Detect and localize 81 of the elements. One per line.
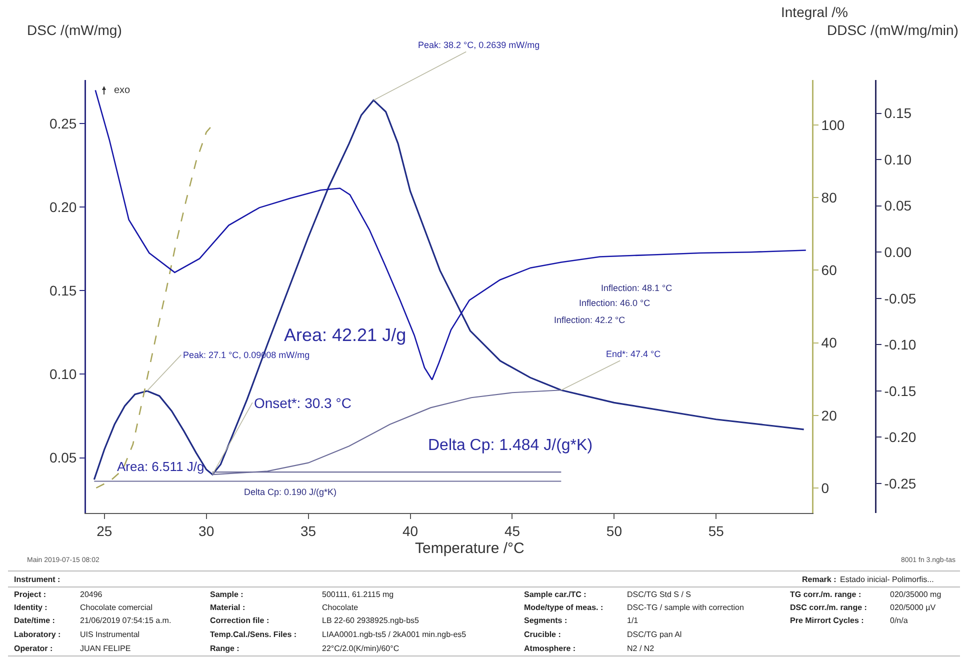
x-tick-label: 35 [300, 522, 316, 539]
y3-tick-label: 0.15 [884, 105, 912, 122]
text: Estado inicial- Polimorfis... [840, 575, 934, 584]
annotation: Delta Cp: 0.190 J/(g*K) [244, 487, 337, 497]
text: Material : [210, 603, 246, 612]
annotation: Inflection: 48.1 °C [601, 283, 673, 293]
text: Correction file : [210, 616, 270, 625]
text: Sample car./TC : [524, 590, 586, 599]
y2-tick-label: 40 [821, 334, 838, 351]
y-tick-label: 0.20 [49, 198, 77, 215]
text: LIAA0001.ngb-ts5 / 2kA001 min.ngb-es5 [322, 630, 467, 639]
x-tick-label: 40 [402, 522, 418, 539]
x-axis-title: Temperature /°C [415, 540, 525, 557]
text: Range : [210, 644, 240, 653]
x-tick-label: 55 [708, 522, 724, 539]
text: 22°C/2.0(K/min)/60°C [322, 644, 400, 653]
text: Remark : [802, 575, 836, 584]
y3-tick-label: -0.20 [884, 429, 916, 446]
text: 500111, 61.2115 mg [322, 590, 394, 599]
text: UIS Instrumental [80, 630, 140, 639]
y2-tick-label: 100 [821, 116, 845, 133]
text: 1/1 [627, 616, 639, 625]
text: JUAN FELIPE [80, 644, 131, 653]
y-tick-label: 0.10 [49, 366, 77, 382]
text: Mode/type of meas. : [524, 603, 604, 612]
annotation: Inflection: 42.2 °C [554, 315, 626, 325]
x-tick-label: 45 [504, 522, 520, 539]
y3-axis-title: DDSC /(mW/mg/min) [827, 22, 958, 38]
text: Project : [14, 590, 46, 599]
y2-tick-label: 0 [821, 480, 830, 496]
y3-tick-label: 0.10 [884, 151, 912, 168]
y3-tick-label: 0.05 [884, 198, 912, 214]
y3-tick-label: -0.10 [884, 336, 916, 353]
x-tick-label: 30 [198, 522, 214, 539]
annotation: Inflection: 46.0 °C [579, 298, 651, 308]
text: N2 / N2 [627, 644, 655, 653]
text: 0/n/a [890, 616, 908, 625]
x-tick-label: 25 [96, 522, 112, 539]
text: Date/time : [14, 616, 55, 625]
text: Segments : [524, 616, 568, 625]
text: 020/35000 mg [890, 590, 942, 599]
y2-axis-title: Integral /% [781, 4, 848, 20]
y3-tick-label: -0.25 [884, 475, 916, 492]
y-axis-title: DSC /(mW/mg) [27, 22, 122, 38]
y2-tick-label: 80 [821, 190, 838, 206]
annotation: Peak: 38.2 °C, 0.2639 mW/mg [418, 40, 540, 50]
y-tick-label: 0.15 [49, 282, 77, 299]
text: 020/5000 µV [890, 603, 936, 612]
text: 21/06/2019 07:54:15 a.m. [80, 616, 172, 625]
annotation: exo [114, 85, 131, 96]
annotation: Area: 42.21 J/g [284, 325, 406, 345]
text: Identity : [14, 603, 48, 612]
annotation: Onset*: 30.3 °C [254, 395, 352, 411]
text: Laboratory : [14, 630, 61, 639]
text: Chocolate comercial [80, 603, 153, 612]
text: DSC-TG / sample with correction [627, 603, 744, 612]
y2-tick-label: 60 [821, 262, 838, 278]
y3-tick-label: 0.00 [884, 244, 912, 260]
text: DSC/TG Std S / S [627, 590, 692, 599]
y3-tick-label: -0.05 [884, 290, 916, 306]
y-tick-label: 0.25 [49, 115, 77, 132]
text: Pre Mirrort Cycles : [790, 616, 864, 625]
text: DSC/TG pan Al [627, 630, 682, 639]
annotation: End*: 47.4 °C [606, 349, 662, 359]
x-tick-label: 50 [606, 522, 622, 539]
text: LB 22-60 2938925.ngb-bs5 [322, 616, 420, 625]
y3-tick-label: -0.15 [884, 382, 916, 399]
annotation: Area: 6.511 J/g [117, 459, 204, 474]
text: 20496 [80, 590, 103, 599]
text: Crucible : [524, 630, 561, 639]
y-tick-label: 0.05 [49, 450, 77, 466]
text: Temp.Cal./Sens. Files : [210, 630, 297, 639]
text: Chocolate [322, 603, 359, 612]
text: Operator : [14, 644, 53, 653]
text: DSC corr./m. range : [790, 603, 867, 612]
text: Instrument : [14, 575, 60, 584]
annotation: Delta Cp: 1.484 J/(g*K) [428, 437, 593, 454]
text: Atmosphere : [524, 644, 576, 653]
text: Sample : [210, 590, 244, 599]
text: TG corr./m. range : [790, 590, 862, 599]
y2-tick-label: 20 [821, 407, 838, 424]
